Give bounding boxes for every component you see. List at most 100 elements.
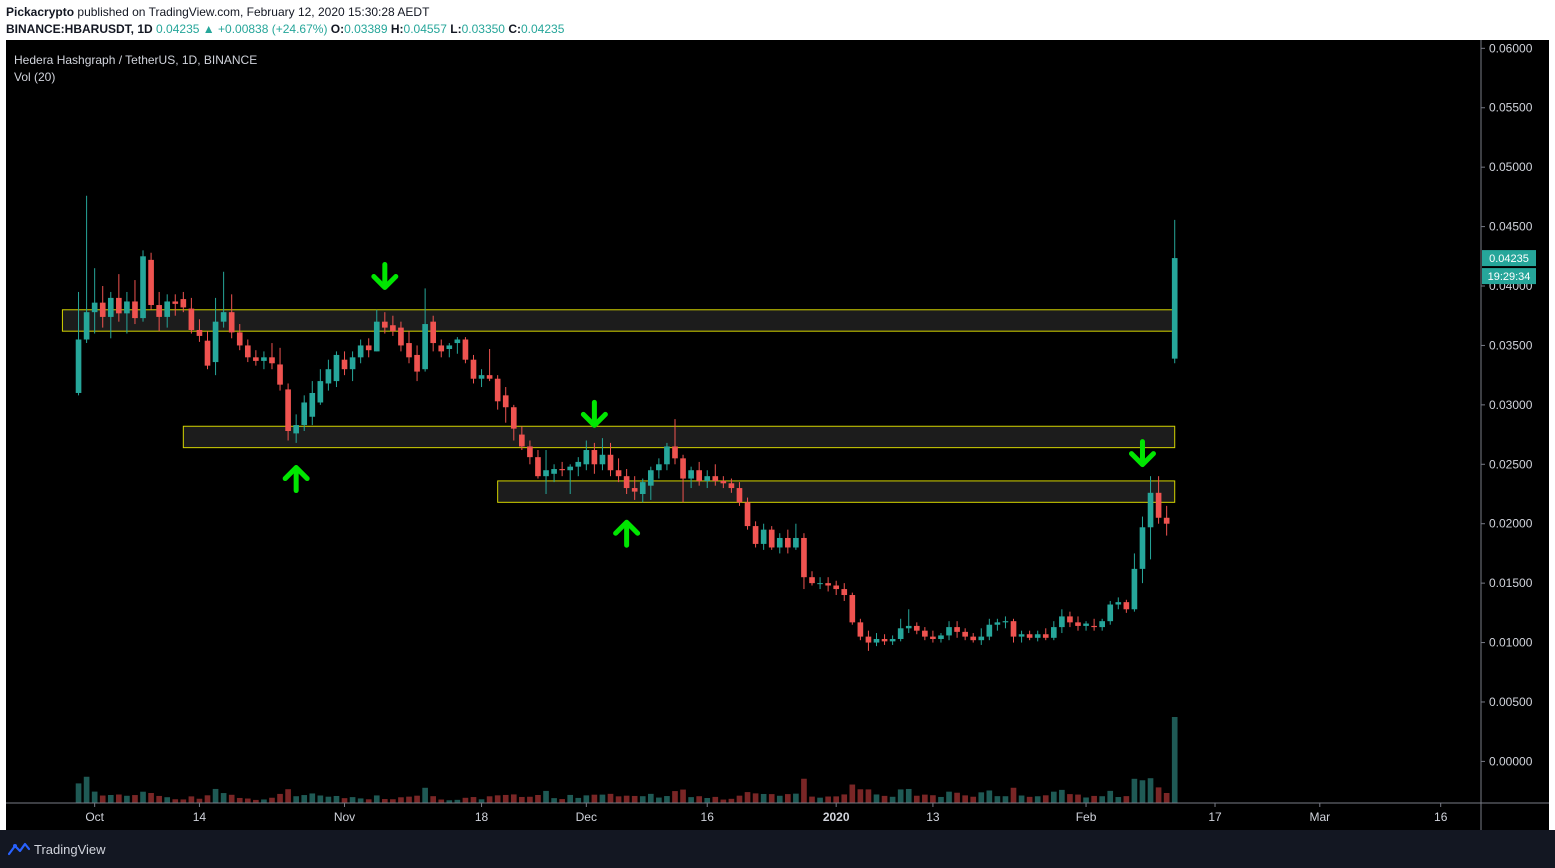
candle-body [1091,625,1097,628]
price-zone-2[interactable] [182,425,1176,449]
candle-body [478,375,485,379]
volume-bar [244,798,251,803]
volume-bar [704,798,711,803]
volume-bar [599,794,606,803]
candle-body [631,488,638,492]
candle-body [398,327,404,346]
volume-bar [849,784,856,803]
price-chart-svg[interactable]: 0.00000 0.00500 0.01000 0.01500 0.02000 0.025… [6,40,1549,830]
volume-bar [688,797,694,803]
candle-body [922,630,928,637]
price-axis[interactable]: 0.00000 0.00500 0.01000 0.01500 0.02000 0.025… [1481,41,1533,768]
volume-bar [301,795,308,803]
candle-body [83,312,90,340]
volume-bar [1131,778,1138,803]
candle-body [744,502,751,527]
price-tick-label: 0.02500 [1489,457,1533,471]
volume-bar [124,795,130,803]
tradingview-logo-icon[interactable] [8,842,30,856]
candle-body [519,434,525,447]
volume-bar [865,789,872,803]
change-value: +0.00838 (+24.67%) [218,22,328,36]
time-tick-label: 2020 [823,810,850,824]
volume-bar [430,796,437,803]
volume-bar [1163,793,1170,803]
volume-bar [293,796,299,803]
candle-body [1018,634,1025,637]
countdown-tag: 19:29:34 [1488,271,1531,283]
volume-bar [535,795,541,803]
volume-bar [1067,794,1073,803]
candle-body [1163,517,1170,524]
chart-area[interactable]: 0.00000 0.00500 0.01000 0.01500 0.02000 0.025… [6,40,1549,830]
volume-bar [107,795,114,803]
volume-bar [172,799,179,803]
candle-body [124,301,130,314]
candle-body [454,339,461,344]
candle-body [309,392,316,417]
volume-bar [1042,795,1049,803]
candle-body [494,378,501,402]
volume-bar [204,795,211,803]
volume-bar [1026,796,1033,803]
candle-body [333,354,340,382]
tradingview-brand[interactable]: TradingView [34,842,106,857]
author-name[interactable]: Pickacrypto [6,5,75,19]
volume-bar [1147,778,1154,803]
candle-body [188,308,195,330]
candle-body [793,537,799,548]
candle-body [889,638,896,642]
candle-body [373,321,380,352]
volume-bar [1123,796,1130,803]
volume-bar [390,799,396,803]
down-arrow-icon [580,399,608,428]
volume-bar [1115,797,1122,803]
candle-body [285,389,291,432]
candle-body [1123,602,1130,610]
volume-bar [696,796,702,803]
candle-body [196,329,203,336]
price-zone-3[interactable] [497,480,1176,503]
candle-body [1107,604,1114,622]
volume-bar [591,794,598,803]
volume-bar [913,795,920,803]
volume-bar [776,795,783,803]
candle-body [1026,634,1033,638]
candle-body [647,470,654,486]
countdown-tag-bg [1482,268,1536,285]
candle-body [801,537,807,578]
candle-body [462,339,469,360]
volume-bar [349,797,356,803]
volume-bar [857,789,864,803]
candle-body [986,624,993,637]
volume-indicator-label[interactable]: Vol (20) [14,70,56,84]
signal-arrows [282,262,1156,548]
candle-body [253,357,259,361]
volume-bar [647,793,654,803]
volume-bar [486,796,493,803]
volume-bar [382,799,388,803]
candle-body [841,589,848,596]
price-tick-label: 0.00500 [1489,695,1533,709]
volume-bar [1034,796,1041,803]
volume-bar [228,794,235,803]
candle-body [414,354,420,372]
volume-bar [196,798,203,803]
volume-bar [478,799,485,803]
volume-bar [664,796,670,803]
volume-bar [357,798,364,803]
candle-body [833,585,840,590]
candle-body [809,577,815,584]
support-resistance-zones [61,309,1176,503]
volume-bar [607,793,614,803]
close-value: 0.04235 [521,22,565,36]
candle-body [994,622,1001,625]
candle-body [897,628,904,639]
volume-bar [253,799,259,803]
candle-body [422,324,428,370]
time-axis[interactable]: Oct 14 Nov 18 Dec 16 2020 13 Feb 17 Mar 16 [85,803,1448,824]
volume-bar [494,795,501,803]
price-tick-label: 0.05000 [1489,160,1533,174]
candle-body [599,454,606,465]
candle-body [357,345,364,358]
